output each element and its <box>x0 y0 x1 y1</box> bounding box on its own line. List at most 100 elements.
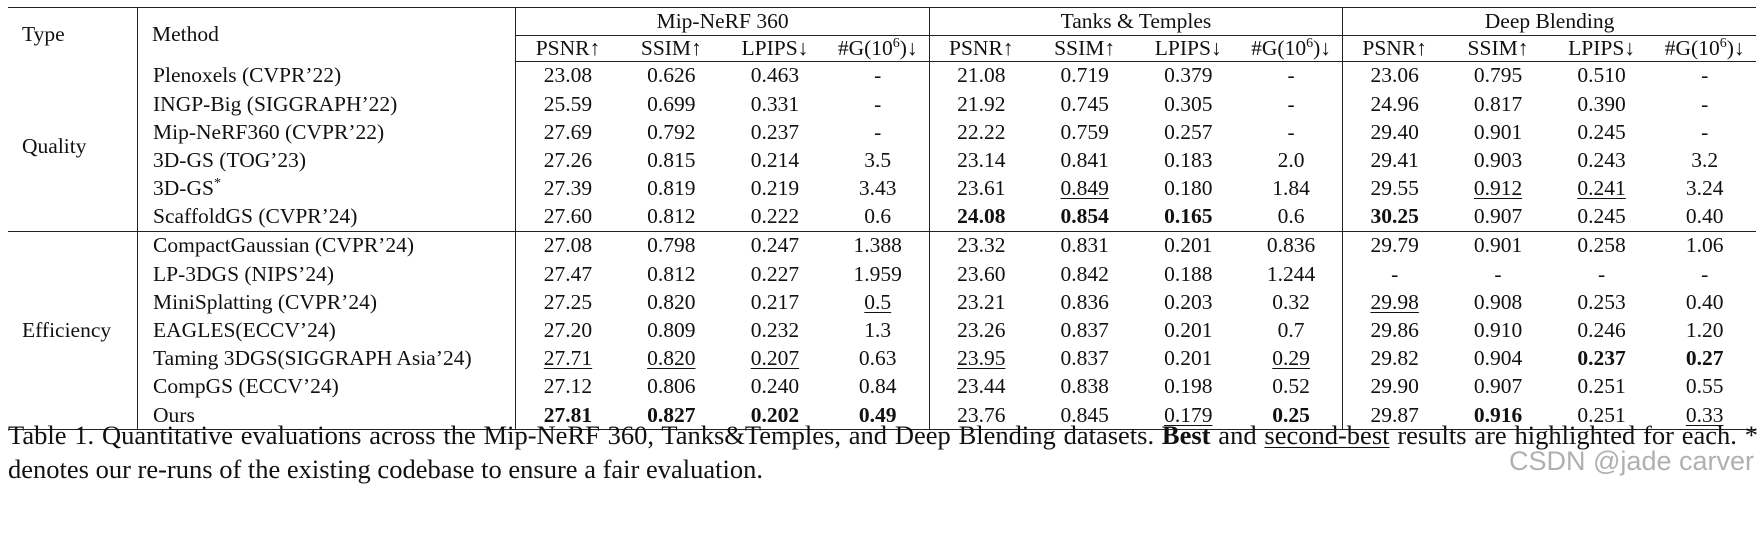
type-cell-quality: Quality <box>8 61 139 232</box>
value-cell-tanks-temples-psnr: 23.61 <box>957 176 1006 201</box>
value-cell-deep-blending-ssim: 0.908 <box>1473 289 1523 314</box>
value-cell-mipnerf360-psnr: 25.59 <box>543 91 593 116</box>
value-cell-tanks-temples-gaussians: 0.25 <box>1240 401 1344 431</box>
value-cell-tanks-temples-gaussians: 0.32 <box>1240 288 1344 317</box>
value-cell-deep-blending-lpips: 0.251 <box>1577 374 1626 399</box>
value-cell-mipnerf360-gaussians: 1.3 <box>826 316 930 345</box>
value-cell-deep-blending-lpips: 0.237 <box>1577 346 1626 371</box>
value-cell-deep-blending-ssim: 0.907 <box>1473 374 1523 399</box>
value-cell-mipnerf360-psnr: 27.47 <box>543 261 593 286</box>
value-cell-tanks-temples-psnr: 21.08 <box>957 63 1006 88</box>
value-cell-tanks-temples-gaussians: - <box>1240 118 1344 147</box>
value-cell-mipnerf360-psnr: 23.08 <box>543 63 593 88</box>
metric-header-deep-blending-ssim: SSIM↑ <box>1446 35 1550 62</box>
value-cell-mipnerf360-lpips: 0.207 <box>750 346 800 371</box>
metric-header-deep-blending-gaussians: #G(106)↓ <box>1653 35 1756 62</box>
value-cell-tanks-temples-psnr: 23.26 <box>957 318 1006 343</box>
caption-suffix: results are highlighted for each. * deno… <box>8 420 1758 484</box>
csdn-watermark: CSDN @jade carver <box>1509 446 1754 476</box>
method-cell: Ours <box>137 401 517 431</box>
value-cell-deep-blending-gaussians: - <box>1701 63 1709 88</box>
value-cell-deep-blending-psnr: 29.82 <box>1370 346 1419 371</box>
value-cell-tanks-temples-gaussians: - <box>1240 61 1344 91</box>
value-cell-deep-blending-gaussians: 3.24 <box>1685 176 1724 201</box>
value-cell-tanks-temples-lpips: 0.203 <box>1164 289 1213 314</box>
table-row: Taming 3DGS(SIGGRAPH Asia’24) 27.71 0.820 0… <box>8 344 1756 374</box>
value-cell-deep-blending-psnr: 24.96 <box>1370 91 1419 116</box>
metric-header-mipnerf360-gaussians: #G(106)↓ <box>826 35 930 62</box>
value-cell-mipnerf360-psnr: 27.71 <box>543 346 593 371</box>
value-cell-tanks-temples-psnr: 23.95 <box>957 346 1006 371</box>
value-cell-deep-blending-lpips: 0.251 <box>1549 401 1654 431</box>
table-row: Mip-NeRF360 (CVPR’22) 27.69 0.792 0.237 - 22.… <box>8 118 1756 147</box>
value-cell-tanks-temples-lpips: 0.379 <box>1164 63 1213 88</box>
value-cell-mipnerf360-psnr: 27.69 <box>543 119 593 144</box>
value-cell-mipnerf360-ssim: 0.809 <box>647 318 696 343</box>
value-cell-mipnerf360-lpips: 0.217 <box>750 289 800 314</box>
value-cell-tanks-temples-ssim: 0.759 <box>1060 119 1109 144</box>
value-cell-mipnerf360-ssim: 0.626 <box>647 63 696 88</box>
value-cell-tanks-temples-lpips: 0.165 <box>1164 204 1213 229</box>
value-cell-deep-blending-lpips: 0.245 <box>1577 119 1626 144</box>
value-cell-tanks-temples-gaussians: 2.0 <box>1240 146 1344 175</box>
dataset-header-deep-blending: Deep Blending <box>1342 7 1756 36</box>
value-cell-tanks-temples-lpips: 0.180 <box>1164 176 1213 201</box>
value-cell-tanks-temples-lpips: 0.198 <box>1164 374 1213 399</box>
value-cell-deep-blending-lpips: 0.246 <box>1577 318 1626 343</box>
metric-header-tanks-temples-lpips: LPIPS↓ <box>1136 35 1241 62</box>
value-cell-mipnerf360-gaussians: - <box>826 118 930 147</box>
caption-prefix: Table 1. Quantitative evaluations across… <box>8 420 1162 450</box>
table-caption: Table 1. Quantitative evaluations across… <box>8 418 1758 486</box>
caption-best: Best <box>1161 420 1211 450</box>
value-cell-deep-blending-psnr: 30.25 <box>1370 204 1419 229</box>
value-cell-tanks-temples-psnr: 23.76 <box>929 401 1033 431</box>
value-cell-deep-blending-gaussians: 0.33 <box>1653 401 1756 431</box>
table-row: EAGLES(ECCV’24) 27.20 0.809 0.232 1.3 23.26 0.… <box>8 316 1756 345</box>
value-cell-tanks-temples-ssim: 0.719 <box>1060 63 1109 88</box>
method-cell: ScaffoldGS (CVPR’24) <box>137 202 517 232</box>
value-cell-tanks-temples-ssim: 0.838 <box>1060 374 1109 399</box>
value-cell-mipnerf360-ssim: 0.827 <box>619 401 724 431</box>
value-cell-mipnerf360-psnr: 27.25 <box>543 289 593 314</box>
value-cell-mipnerf360-gaussians: 0.5 <box>826 288 930 317</box>
type-cell-efficiency: Efficiency <box>8 231 139 431</box>
value-cell-deep-blending-ssim: 0.795 <box>1473 63 1523 88</box>
value-cell-tanks-temples-lpips: 0.183 <box>1164 147 1213 172</box>
dataset-header-row: Type Method Mip-NeRF 360 Tanks & Temples… <box>8 7 1756 62</box>
method-cell: MiniSplatting (CVPR’24) <box>137 288 517 317</box>
method-cell: LP-3DGS (NIPS’24) <box>137 260 517 289</box>
value-cell-deep-blending-gaussians: - <box>1701 261 1709 286</box>
value-cell-tanks-temples-ssim: 0.841 <box>1060 147 1109 172</box>
value-cell-tanks-temples-lpips: 0.179 <box>1136 401 1241 431</box>
value-cell-mipnerf360-ssim: 0.812 <box>647 204 696 229</box>
value-cell-mipnerf360-psnr: 27.08 <box>515 231 620 261</box>
value-cell-deep-blending-gaussians: 3.2 <box>1691 147 1719 172</box>
value-cell-deep-blending-gaussians: - <box>1701 91 1709 116</box>
value-cell-tanks-temples-ssim: 0.845 <box>1032 401 1137 431</box>
value-cell-tanks-temples-psnr: 23.32 <box>929 231 1033 261</box>
value-cell-mipnerf360-lpips: 0.331 <box>750 91 800 116</box>
value-cell-deep-blending-gaussians: 0.40 <box>1685 289 1724 314</box>
value-cell-deep-blending-psnr: 29.86 <box>1370 318 1419 343</box>
value-cell-mipnerf360-lpips: 0.232 <box>750 318 800 343</box>
value-cell-mipnerf360-lpips: 0.240 <box>750 374 800 399</box>
dataset-header-tanks-temples: Tanks & Temples <box>929 7 1344 36</box>
value-cell-tanks-temples-ssim: 0.849 <box>1060 176 1109 201</box>
value-cell-mipnerf360-ssim: 0.798 <box>619 231 724 261</box>
method-header: Method <box>137 7 517 62</box>
method-cell: CompGS (ECCV’24) <box>137 373 517 402</box>
value-cell-mipnerf360-psnr: 27.26 <box>543 147 593 172</box>
method-cell: EAGLES(ECCV’24) <box>137 316 517 345</box>
value-cell-tanks-temples-psnr: 24.08 <box>957 204 1006 229</box>
value-cell-deep-blending-psnr: 29.90 <box>1370 374 1419 399</box>
value-cell-mipnerf360-lpips: 0.463 <box>750 63 800 88</box>
value-cell-tanks-temples-lpips: 0.257 <box>1164 119 1213 144</box>
value-cell-tanks-temples-gaussians: 1.244 <box>1240 260 1344 289</box>
value-cell-deep-blending-ssim: 0.901 <box>1473 119 1523 144</box>
value-cell-mipnerf360-lpips: 0.227 <box>750 261 800 286</box>
value-cell-mipnerf360-ssim: 0.806 <box>647 374 696 399</box>
value-cell-tanks-temples-gaussians: 0.52 <box>1240 373 1344 402</box>
value-cell-tanks-temples-lpips: 0.305 <box>1164 91 1213 116</box>
value-cell-tanks-temples-ssim: 0.745 <box>1060 91 1109 116</box>
method-cell: 3D-GS (TOG’23) <box>137 146 517 175</box>
